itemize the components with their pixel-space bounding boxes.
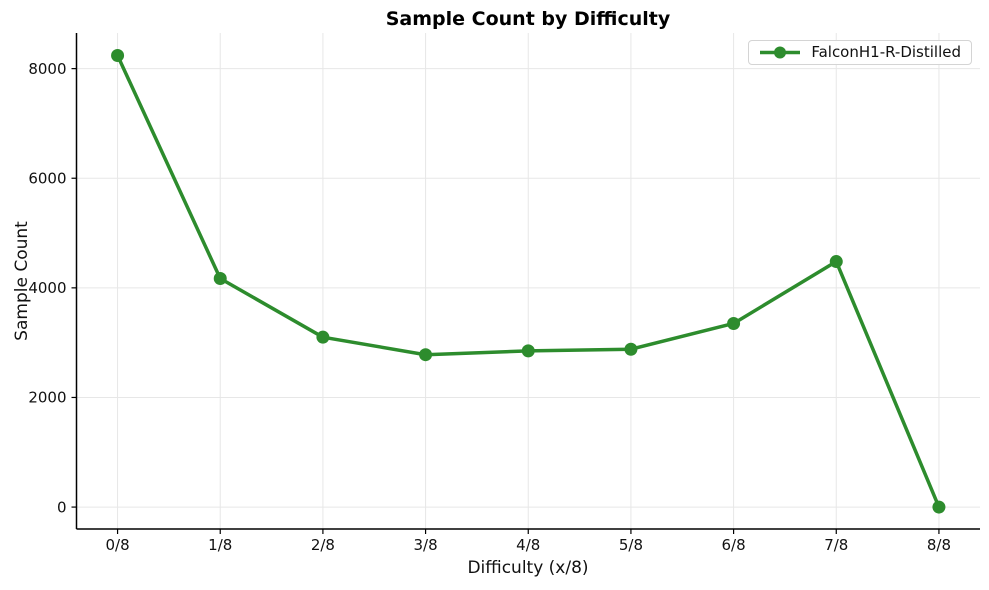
x-tick-label: 8/8	[927, 536, 951, 554]
x-tick-label: 0/8	[105, 536, 129, 554]
legend-line-marker-icon	[760, 46, 801, 58]
y-axis-label: Sample Count	[12, 221, 32, 341]
x-tick-label: 6/8	[722, 536, 746, 554]
y-tick-label: 4000	[28, 279, 66, 297]
data-point-marker	[521, 344, 535, 358]
legend: FalconH1-R-Distilled	[748, 40, 972, 65]
y-tick-label: 8000	[28, 60, 66, 78]
y-tick-label: 0	[57, 498, 67, 516]
data-point-marker	[213, 272, 227, 286]
x-tick-label: 1/8	[208, 536, 232, 554]
x-tick-label: 7/8	[824, 536, 848, 554]
chart-title: Sample Count by Difficulty	[385, 8, 671, 30]
data-point-marker	[829, 255, 843, 269]
data-point-marker	[419, 348, 433, 362]
data-point-marker	[111, 48, 125, 62]
data-point-marker	[727, 316, 741, 330]
legend-series-label: FalconH1-R-Distilled	[811, 43, 961, 61]
x-tick-label: 3/8	[414, 536, 438, 554]
x-tick-label: 2/8	[311, 536, 335, 554]
data-point-marker	[624, 342, 638, 356]
x-tick-label: 4/8	[516, 536, 540, 554]
data-point-marker	[316, 330, 330, 344]
x-axis-label: Difficulty (x/8)	[467, 558, 589, 578]
data-point-marker	[932, 500, 946, 514]
x-tick-label: 5/8	[619, 536, 643, 554]
y-tick-label: 6000	[28, 169, 66, 187]
y-tick-label: 2000	[28, 389, 66, 407]
